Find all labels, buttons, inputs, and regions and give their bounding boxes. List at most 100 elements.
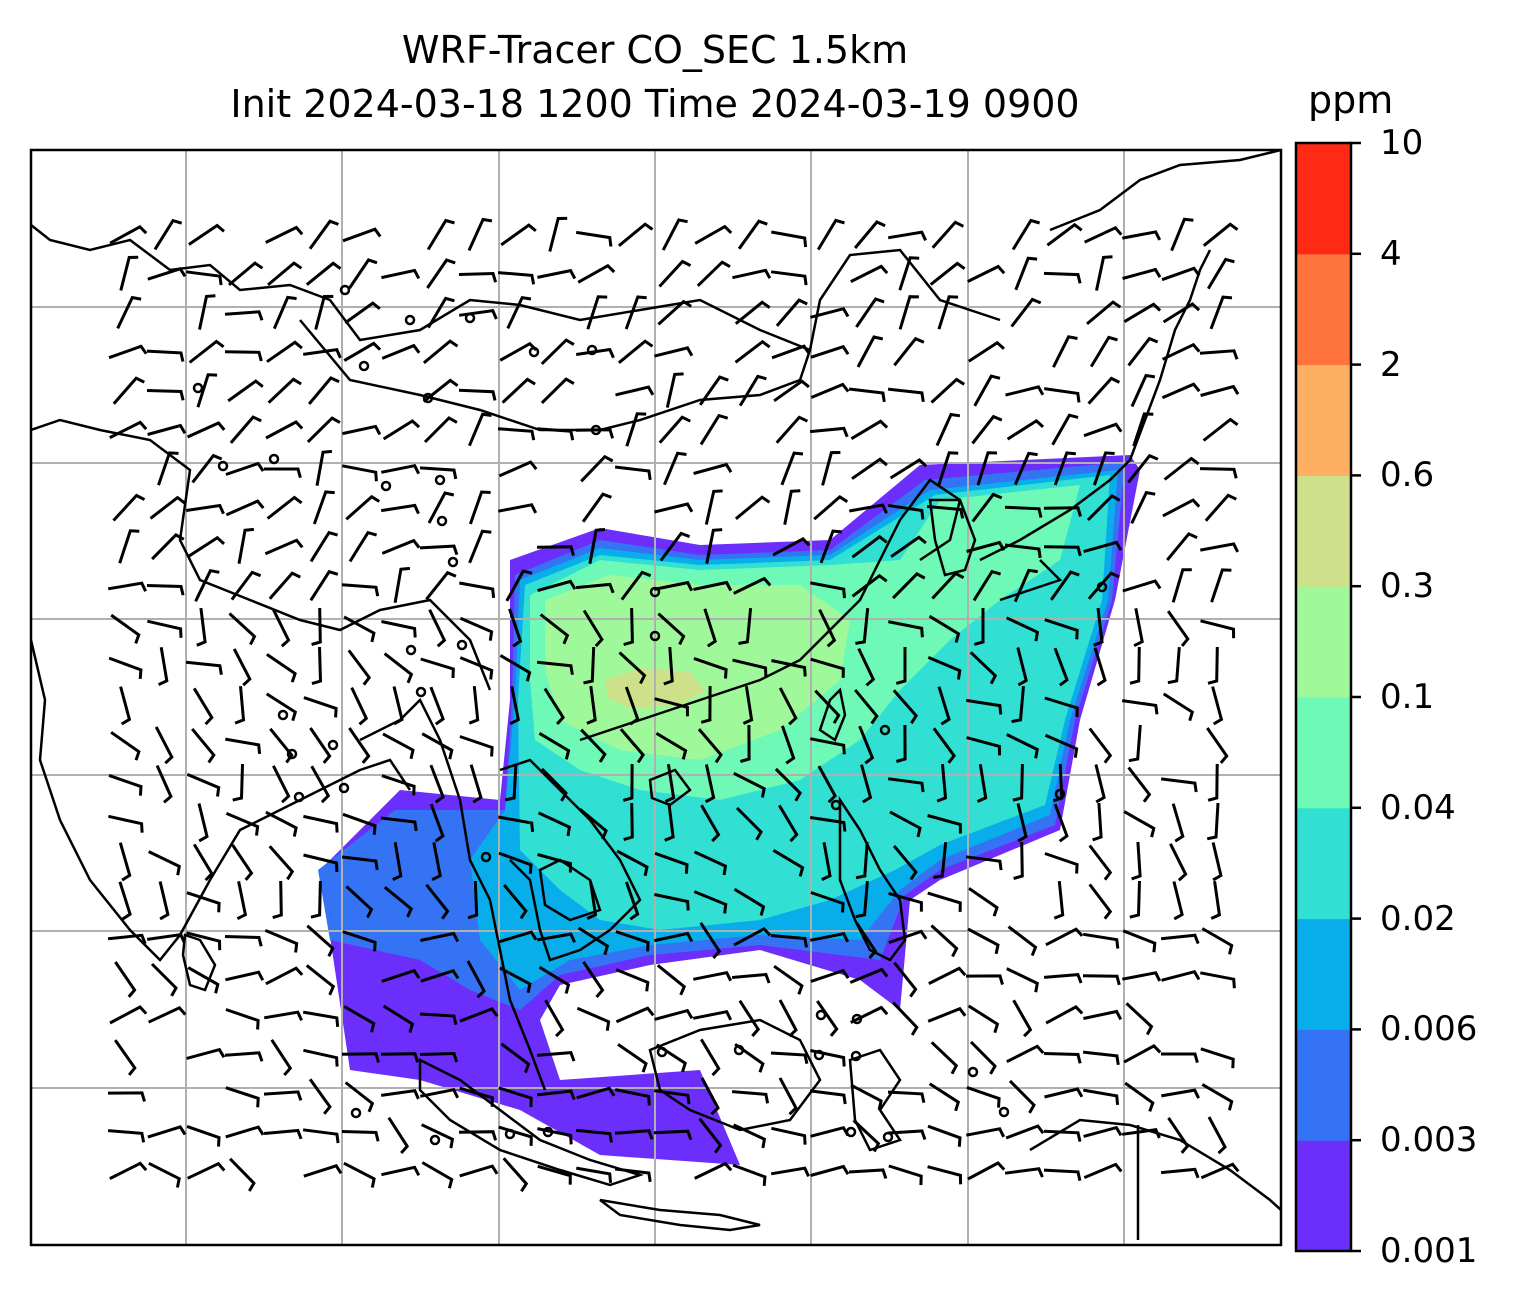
wind-barb (225, 970, 265, 982)
wind-barb (887, 1090, 926, 1104)
wind-barb (428, 609, 447, 648)
wind-barb (770, 270, 808, 286)
wind-barb (586, 295, 608, 330)
wind-barb (1200, 1047, 1235, 1069)
wind-barb (887, 230, 927, 242)
wind-barb (497, 271, 536, 285)
wind-barb (501, 377, 536, 404)
wind-barb (966, 736, 1001, 756)
wind-barb (467, 217, 493, 252)
wind-barb (263, 1128, 303, 1140)
wind-barb (731, 972, 771, 984)
wind-barb (617, 222, 654, 247)
wind-barb (1200, 542, 1240, 553)
wind-barb (186, 1047, 226, 1060)
wind-barb (1207, 1116, 1227, 1155)
wind-barb (1043, 1129, 1082, 1142)
wind-barb (1051, 413, 1079, 446)
wind-barb (148, 850, 181, 876)
wind-barb (1045, 927, 1084, 947)
wind-barb (154, 726, 174, 765)
wind-barb (348, 727, 371, 764)
wind-barb (231, 844, 254, 881)
wind-barb (887, 387, 925, 403)
wind-barb (575, 582, 615, 594)
wind-barb (967, 340, 1005, 363)
wind-barb (693, 656, 728, 679)
wind-barb (778, 687, 798, 726)
wind-barb (625, 412, 647, 447)
wind-barb (147, 267, 187, 281)
wind-barb (1171, 568, 1192, 603)
wind-barb (857, 647, 876, 687)
wind-barb (109, 1161, 148, 1180)
wind-barb (887, 504, 925, 520)
wind-barb (969, 651, 998, 685)
wind-barb (236, 881, 248, 921)
wind-barb (654, 931, 694, 943)
wind-barb (968, 887, 999, 917)
wind-barb (155, 764, 173, 804)
wind-barb (383, 652, 414, 684)
wind-barb (469, 764, 483, 804)
wind-barb (147, 619, 183, 638)
colorbar-segment (1296, 1140, 1351, 1252)
wind-barb (580, 454, 614, 483)
wind-barb (1013, 841, 1024, 880)
wind-barb (739, 724, 751, 763)
wind-barb (310, 880, 322, 919)
wind-barb (381, 1165, 421, 1177)
colorbar-tick-label: 0.003 (1380, 1120, 1478, 1161)
wind-barb (576, 1086, 616, 1100)
wind-barb (198, 294, 216, 330)
wind-barb (733, 771, 766, 798)
wind-barb (656, 964, 687, 996)
wind-barb (586, 685, 597, 725)
wind-barb (1123, 1044, 1162, 1064)
wind-barb (698, 1117, 723, 1154)
wind-barb (194, 569, 220, 602)
wind-barb (780, 725, 796, 765)
wind-barb (425, 883, 450, 920)
wind-barb (1044, 696, 1079, 718)
wind-barb (737, 219, 768, 250)
map-title-line2: Init 2024-03-18 1200 Time 2024-03-19 090… (230, 82, 1080, 126)
wind-barb (1202, 222, 1239, 247)
wind-barb (810, 1164, 850, 1177)
wind-barb (694, 224, 733, 245)
wind-barb (158, 881, 170, 921)
wind-barb (732, 658, 768, 677)
wind-barb (1161, 382, 1201, 400)
wind-barb (889, 458, 928, 480)
wind-barb (778, 1077, 798, 1116)
wind-barb (1131, 841, 1142, 881)
wind-barb (965, 698, 1003, 715)
wind-barb (1083, 422, 1123, 438)
wind-barb (192, 687, 214, 726)
wind-barb (191, 453, 223, 484)
wind-barb (303, 814, 339, 833)
wind-barb (1005, 616, 1040, 642)
wind-barb (1133, 608, 1144, 648)
wind-barb (888, 620, 924, 638)
wind-barb (1046, 222, 1083, 247)
sri-lanka (181, 933, 217, 992)
wind-barb (810, 344, 850, 359)
wind-barb (1167, 1117, 1190, 1154)
wind-barb (303, 853, 339, 873)
wind-barb (732, 1123, 767, 1149)
wind-barb (693, 971, 733, 982)
wind-barb (153, 218, 183, 251)
wind-barb (1082, 932, 1120, 949)
wind-barb (582, 609, 604, 648)
wind-barb (778, 999, 798, 1038)
wind-barb (459, 1086, 494, 1107)
wind-barbs (107, 216, 1240, 1193)
wind-barb (118, 842, 132, 882)
wind-barb (419, 544, 459, 556)
wind-barb (347, 649, 372, 686)
wind-barb (850, 264, 889, 283)
wind-barb (931, 571, 965, 600)
wind-barb (935, 412, 961, 447)
wind-barb (623, 802, 634, 842)
